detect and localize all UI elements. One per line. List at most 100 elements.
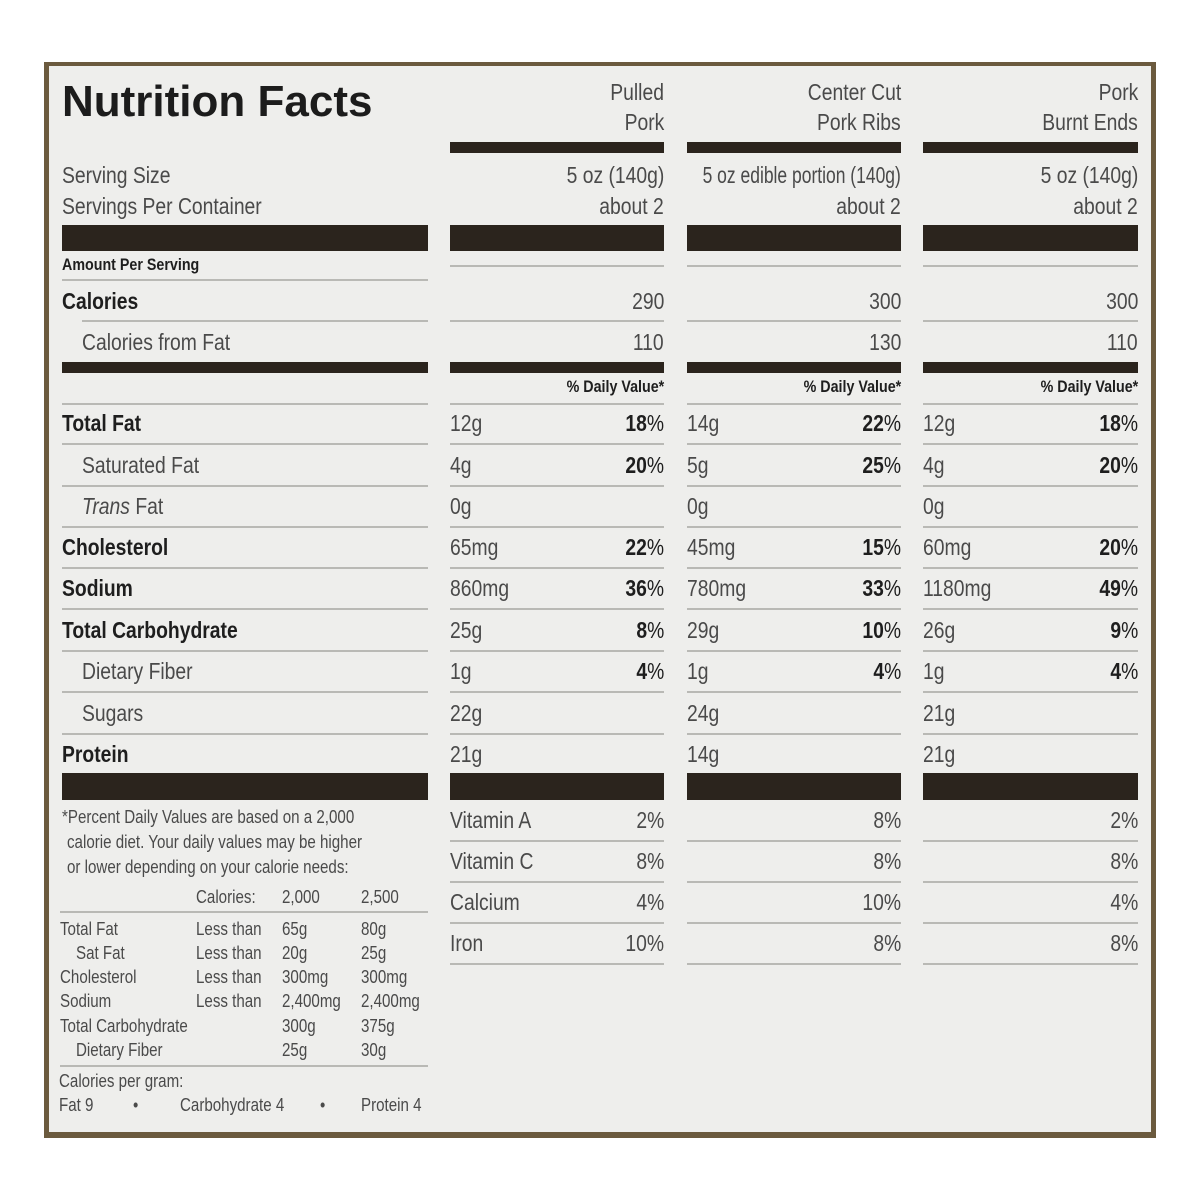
footnote-2500: 2,500 xyxy=(361,886,399,907)
thick-bar xyxy=(687,773,901,800)
divider-line xyxy=(687,963,901,965)
nutrient-amount: 22g xyxy=(450,700,483,726)
servings-value: about 2 xyxy=(836,193,901,219)
nutrient-amount: 65mg xyxy=(450,534,499,560)
nutrient-amount: 1180mg xyxy=(923,575,992,601)
amount-per-serving-label: Amount Per Serving xyxy=(62,255,200,274)
nutrient-amount: 1g xyxy=(450,658,472,684)
nutrient-amount: 1g xyxy=(687,658,709,684)
divider-line xyxy=(687,881,901,883)
divider-line xyxy=(923,963,1138,965)
calories-value: 300 xyxy=(1105,288,1138,314)
divider-line xyxy=(450,650,664,652)
thick-bar xyxy=(687,142,901,153)
nutrient-label-7: Sugars xyxy=(82,700,144,726)
divider-line xyxy=(687,608,901,610)
divider-line xyxy=(687,567,901,569)
product-name-line2: Burnt Ends xyxy=(1042,109,1138,135)
daily-value-header: % Daily Value* xyxy=(803,377,901,396)
divider-line xyxy=(923,691,1138,693)
divider-line xyxy=(450,567,664,569)
divider-line xyxy=(60,911,428,913)
calories-from-fat-label: Calories from Fat xyxy=(82,329,231,355)
nutrient-daily-value: 9% xyxy=(1110,617,1138,643)
divider-line xyxy=(450,963,664,965)
calories-per-gram-item: Protein 4 xyxy=(361,1094,422,1115)
divider-line xyxy=(450,320,664,322)
nutrient-amount: 4g xyxy=(450,452,472,478)
divider-line xyxy=(923,320,1138,322)
calories-per-gram-label: Calories per gram: xyxy=(59,1070,184,1091)
nutrient-label-2: Trans Fat xyxy=(82,493,164,519)
divider-line xyxy=(450,608,664,610)
divider-line xyxy=(62,733,428,735)
footnote-row-2000: 2,400mg xyxy=(282,991,341,1012)
nutrient-label-0: Total Fat xyxy=(62,410,142,436)
divider-line xyxy=(82,320,428,322)
vitamin-label-1: Vitamin C xyxy=(450,848,534,874)
divider-line xyxy=(923,526,1138,528)
divider-line xyxy=(923,733,1138,735)
divider-line xyxy=(687,320,901,322)
divider-line xyxy=(62,691,428,693)
divider-line xyxy=(923,840,1138,842)
medium-bar xyxy=(923,362,1138,373)
vitamin-value: 8% xyxy=(1110,848,1138,874)
nutrient-daily-value: 49% xyxy=(1099,575,1138,601)
footnote-row-name: Cholesterol xyxy=(60,967,137,988)
daily-value-header: % Daily Value* xyxy=(1040,377,1138,396)
nutrient-amount: 0g xyxy=(450,493,472,519)
divider-line xyxy=(923,650,1138,652)
divider-line xyxy=(923,567,1138,569)
nutrient-daily-value: 33% xyxy=(862,575,901,601)
calories-label: Calories xyxy=(62,288,139,314)
vitamin-value: 2% xyxy=(1110,807,1138,833)
divider-line xyxy=(62,443,428,445)
calories-per-gram-item: Carbohydrate 4 xyxy=(180,1094,285,1115)
nutrient-amount: 21g xyxy=(923,741,956,767)
daily-value-header: % Daily Value* xyxy=(566,377,664,396)
divider-line xyxy=(687,443,901,445)
divider-line xyxy=(923,403,1138,405)
nutrient-label-4: Sodium xyxy=(62,575,133,601)
divider-line xyxy=(450,443,664,445)
thick-bar xyxy=(62,773,428,800)
calories-value: 290 xyxy=(631,288,664,314)
footnote-row-name: Sat Fat xyxy=(76,942,125,963)
footnote-row-2500: 30g xyxy=(361,1040,387,1060)
serving-size-value: 5 oz (140g) xyxy=(566,162,664,188)
medium-bar xyxy=(687,362,901,373)
medium-bar xyxy=(450,362,664,373)
vitamin-label-2: Calcium xyxy=(450,889,520,915)
footnote-calories-label: Calories: xyxy=(196,886,256,907)
vitamin-value: 8% xyxy=(873,807,901,833)
thick-bar xyxy=(687,225,901,251)
nutrient-label-5: Total Carbohydrate xyxy=(62,617,238,643)
footnote-row-limit: Less than xyxy=(196,991,262,1012)
footnote-row-name: Dietary Fiber xyxy=(76,1040,163,1060)
nutrient-amount: 60mg xyxy=(923,534,972,560)
vitamin-value: 8% xyxy=(873,930,901,956)
divider-line xyxy=(450,485,664,487)
divider-line xyxy=(687,650,901,652)
footnote-row-name: Total Fat xyxy=(60,918,118,939)
divider-line xyxy=(687,526,901,528)
nutrient-daily-value: 18% xyxy=(1099,410,1138,436)
nutrient-amount: 4g xyxy=(923,452,945,478)
divider-line xyxy=(62,567,428,569)
footnote-row-2000: 300g xyxy=(282,1015,316,1036)
vitamin-value: 2% xyxy=(636,807,664,833)
divider-line xyxy=(62,608,428,610)
divider-line xyxy=(923,608,1138,610)
divider-line xyxy=(450,840,664,842)
divider-line xyxy=(60,1065,428,1067)
footnote-row-2000: 25g xyxy=(282,1040,308,1060)
nutrient-amount: 21g xyxy=(450,741,483,767)
footnote-row-2500: 25g xyxy=(361,942,387,963)
thick-bar xyxy=(923,142,1138,153)
serving-size-label: Serving Size xyxy=(62,162,171,188)
vitamin-value: 8% xyxy=(873,848,901,874)
divider-line xyxy=(687,691,901,693)
nutrient-amount: 29g xyxy=(687,617,720,643)
divider-line xyxy=(923,485,1138,487)
